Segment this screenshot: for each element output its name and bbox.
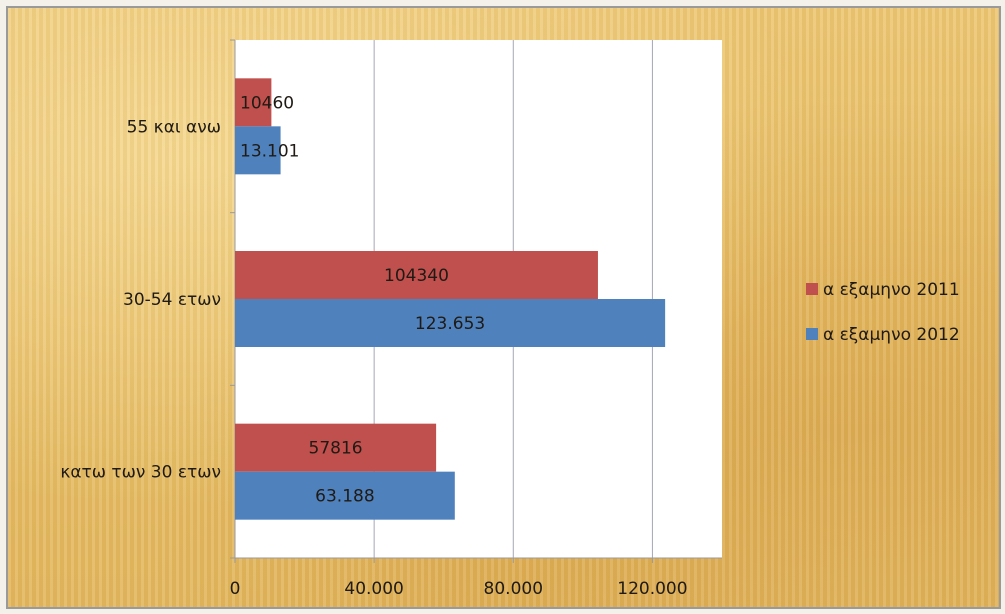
data-label: 10460 [240,93,294,113]
category-label: 30-54 ετων [123,290,221,310]
legend-swatch [806,283,818,295]
legend-entry: α εξαμηνο 2011 [823,280,960,300]
bar [235,78,272,127]
category-label: 55 και ανω [127,117,221,137]
x-tick-label: 80.000 [484,579,543,599]
data-label: 57816 [309,439,363,459]
x-tick-label: 40.000 [344,579,403,599]
x-tick-label: 120.000 [617,579,687,599]
x-tick-label: 0 [230,579,241,599]
category-label: κατω των 30 ετων [60,463,221,483]
data-label: 63.188 [315,487,374,507]
bar [235,471,455,520]
legend-swatch [806,328,818,340]
bar [235,299,666,347]
data-label: 13.101 [240,141,299,161]
bar [235,126,281,175]
bar [235,251,598,299]
bar [235,423,437,472]
data-label: 123.653 [415,314,485,334]
legend-entry: α εξαμηνο 2012 [823,325,960,345]
data-label: 104340 [384,266,449,286]
